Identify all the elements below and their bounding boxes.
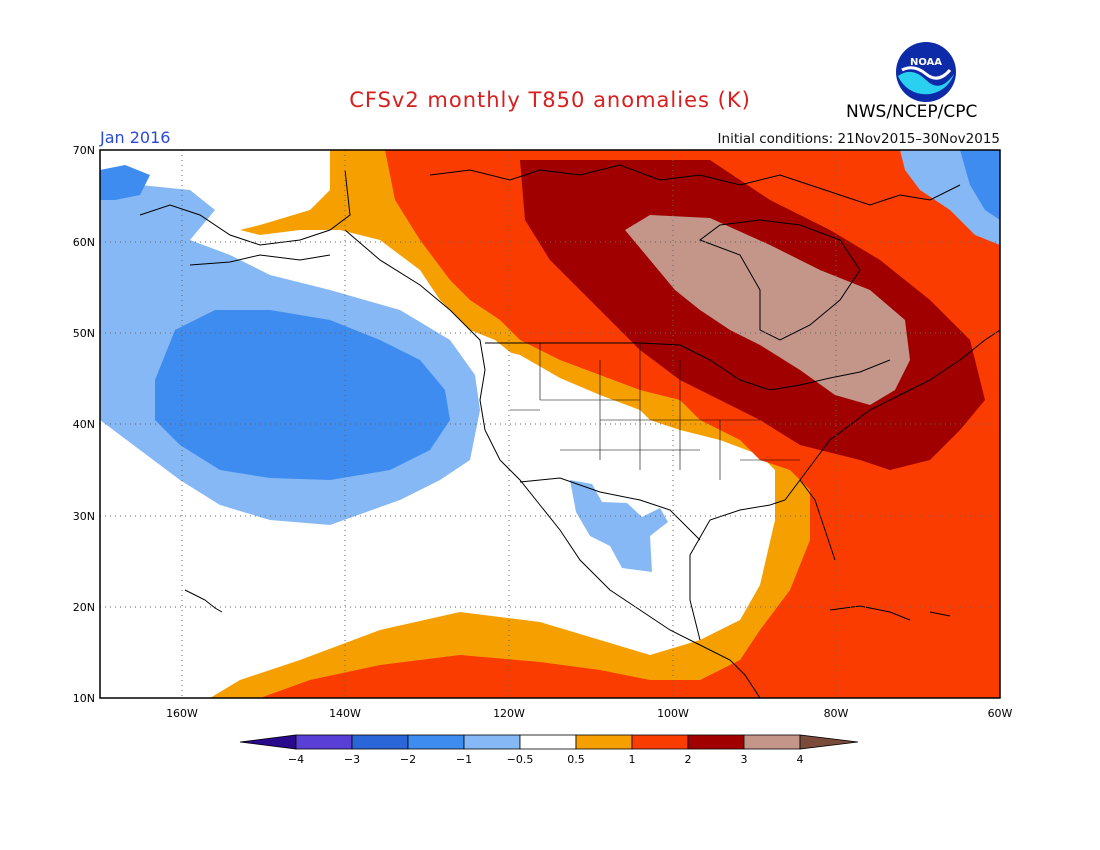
colorbar-swatch-1 <box>295 734 353 750</box>
lon-label-160w: 160W <box>166 707 198 720</box>
colorbar-tick-2: −2 <box>400 753 416 766</box>
colorbar-swatch-7 <box>631 734 689 750</box>
anomaly-region-blue-ne <box>960 150 1000 220</box>
colorbar-swatch-8 <box>687 734 745 750</box>
anomaly-region-blue-nw <box>100 165 150 200</box>
colorbar-tick-4: −0.5 <box>507 753 534 766</box>
lon-label-120w: 120W <box>493 707 525 720</box>
gridlines <box>100 150 1000 698</box>
colorbar-swatch-4 <box>463 734 521 750</box>
lon-label-100w: 100W <box>657 707 689 720</box>
colorbar-tick-9: 4 <box>797 753 804 766</box>
colorbar <box>239 734 859 750</box>
lon-label-60w: 60W <box>988 707 1013 720</box>
coastline-alaska <box>139 169 351 266</box>
colorbar-tick-1: −3 <box>344 753 360 766</box>
country-border-us-mexico <box>519 477 701 541</box>
colorbar-swatch-3 <box>407 734 465 750</box>
colorbar-swatch-5 <box>519 734 577 750</box>
coastline-hudson-bay <box>698 219 861 341</box>
colorbar-swatch-10 <box>799 734 859 750</box>
lon-label-140w: 140W <box>329 707 361 720</box>
colorbar-tick-3: −1 <box>456 753 472 766</box>
state-borders <box>510 343 800 480</box>
anomaly-region-neutral-us <box>480 345 775 640</box>
colorbar-swatch-0 <box>239 734 297 750</box>
organization-label: NWS/NCEP/CPC <box>846 102 978 122</box>
anomaly-region-blue-pacific <box>155 310 450 480</box>
coastlines <box>139 164 1000 698</box>
lat-label-20n: 20N <box>73 601 95 614</box>
colorbar-tick-8: 3 <box>741 753 748 766</box>
lat-label-50n: 50N <box>73 327 95 340</box>
colorbar-tick-7: 2 <box>685 753 692 766</box>
anomaly-region-brown <box>625 215 910 405</box>
coastline-west <box>344 229 761 698</box>
lon-label-80w: 80W <box>824 707 849 720</box>
longitude-labels: 160W 140W 120W 100W 80W 60W <box>166 707 1012 720</box>
chart-title: CFSv2 monthly T850 anomalies (K) <box>349 88 751 112</box>
colorbar-swatch-9 <box>743 734 801 750</box>
map-frame <box>99 149 1001 699</box>
anomaly-region-light-blue-mexico2 <box>570 480 668 572</box>
valid-month-label: Jan 2016 <box>100 128 171 147</box>
country-border-us-canada <box>485 342 891 391</box>
lat-label-70n: 70N <box>73 144 95 157</box>
lat-label-30n: 30N <box>73 510 95 523</box>
initial-conditions-label: Initial conditions: 21Nov2015–30Nov2015 <box>717 131 1000 147</box>
coastline-florida <box>799 479 836 561</box>
coastline-hawaii <box>184 589 223 613</box>
colorbar-swatch-2 <box>351 734 409 750</box>
lat-label-40n: 40N <box>73 418 95 431</box>
lat-label-10n: 10N <box>73 692 95 705</box>
noaa-logo-text: NOAA <box>910 57 942 68</box>
colorbar-swatch-6 <box>575 734 633 750</box>
coastline-caribbean <box>829 605 951 621</box>
colorbar-tick-6: 1 <box>629 753 636 766</box>
coastline-east <box>814 329 1000 461</box>
noaa-logo: NOAA <box>896 42 956 102</box>
coastline-gulf <box>689 459 816 641</box>
colorbar-tick-0: −4 <box>288 753 304 766</box>
coastline-arctic <box>429 164 961 206</box>
latitude-labels: 70N 60N 50N 40N 30N 20N 10N <box>73 144 95 705</box>
colorbar-tick-labels: −4 −3 −2 −1 −0.5 0.5 1 2 3 4 <box>288 753 804 766</box>
colorbar-tick-5: 0.5 <box>567 753 585 766</box>
lat-label-60n: 60N <box>73 236 95 249</box>
